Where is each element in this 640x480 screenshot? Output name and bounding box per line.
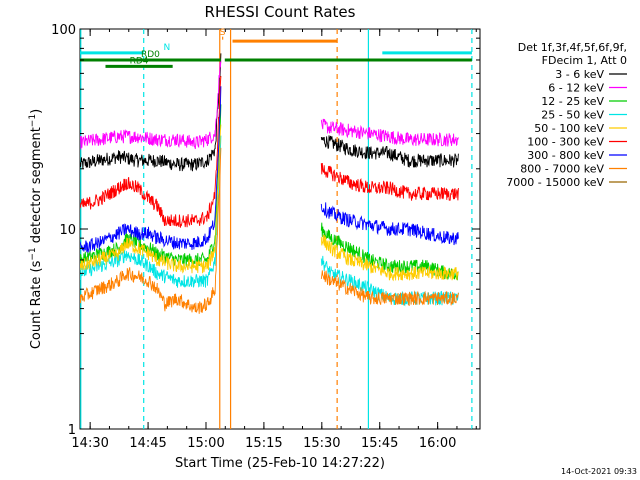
x-tick-label-3: 15:15 <box>245 436 282 451</box>
x-axis-ticks: 14:30 14:45 15:00 15:15 15:30 15:45 16:00 <box>71 29 477 451</box>
x-axis-label: Start Time (25-Feb-10 14:27:22) <box>175 456 385 471</box>
x-tick-label-2: 15:00 <box>187 436 224 451</box>
legend-label-6: 300 - 800 keV <box>527 149 604 162</box>
flag-label-2: RD4 <box>130 56 149 66</box>
y-axis-label: Count Rate (s−1 detector segment−1) <box>28 109 44 349</box>
legend-label-4: 50 - 100 keV <box>534 122 604 135</box>
x-tick-label-1: 14:45 <box>129 436 166 451</box>
series-line-7 <box>80 147 459 314</box>
vertical-markers <box>80 29 473 429</box>
x-tick-label-6: 16:00 <box>419 436 456 451</box>
footer-timestamp: 14-Oct-2021 09:33 <box>561 467 637 476</box>
y-tick-label-0: 1 <box>68 423 76 438</box>
series-line-1 <box>80 60 459 150</box>
legend-label-3: 25 - 50 keV <box>541 109 604 122</box>
legend-header-line-1: Det 1f,3f,4f,5f,6f,9f, <box>518 41 627 54</box>
legend-label-5: 100 - 300 keV <box>527 136 604 149</box>
legend-label-2: 12 - 25 keV <box>541 95 604 108</box>
y-tick-label-2: 100 <box>51 23 76 38</box>
series-line-4 <box>80 124 459 282</box>
x-tick-label-5: 15:45 <box>361 436 398 451</box>
x-tick-label-0: 14:30 <box>71 436 108 451</box>
legend-label-8: 7000 - 15000 keV <box>506 176 604 189</box>
series-line-6 <box>80 86 459 254</box>
y-axis-ticks: 1 10 100 <box>51 23 480 438</box>
legend-header-line-2: FDecim 1, Att 0 <box>542 54 627 67</box>
flag-label-0: N <box>163 43 170 53</box>
series-layer <box>80 53 459 314</box>
series-line-5 <box>80 75 459 228</box>
series-line-0 <box>80 53 459 172</box>
legend-label-1: 6 - 12 keV <box>548 82 604 95</box>
chart-title: RHESSI Count Rates <box>205 3 356 21</box>
legend-label-7: 800 - 7000 keV <box>520 163 604 176</box>
x-tick-label-4: 15:30 <box>303 436 340 451</box>
flag-label-1: RD0 <box>141 50 160 60</box>
flag-label-6: S <box>220 28 226 38</box>
y-tick-label-1: 10 <box>59 223 76 238</box>
legend-label-0: 3 - 6 keV <box>555 68 604 81</box>
